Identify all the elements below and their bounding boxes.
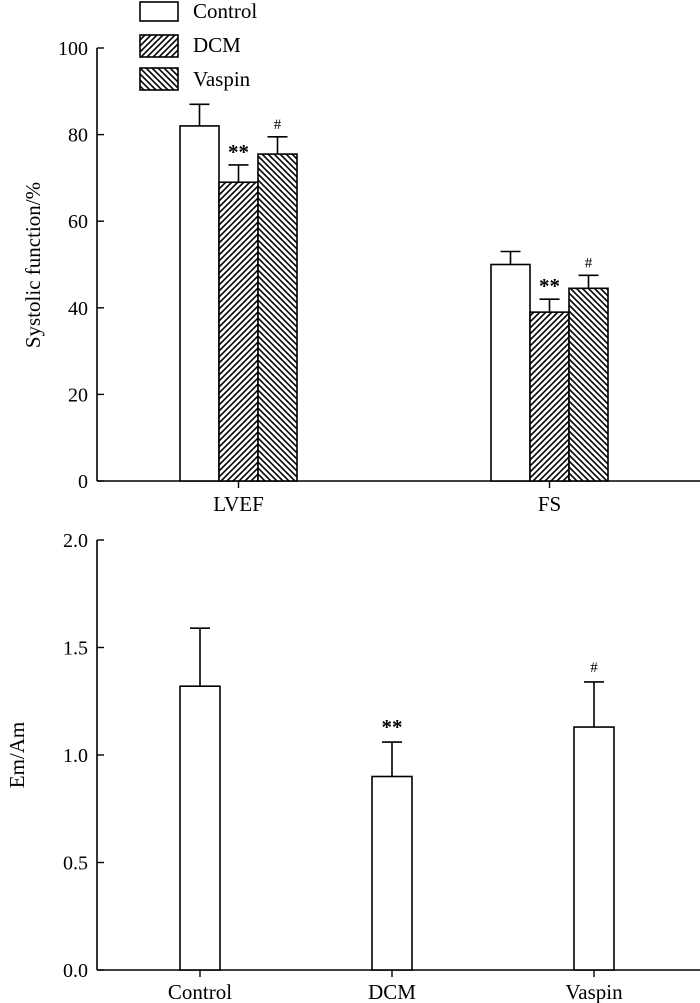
x-tick-label-vaspin: Vaspin bbox=[565, 980, 623, 1003]
bar-control bbox=[179, 685, 221, 971]
legend-swatch-vaspin bbox=[139, 67, 179, 91]
y-axis-title: Em/Am bbox=[5, 722, 29, 789]
bar-vaspin bbox=[573, 726, 615, 971]
y-tick-label: 0.0 bbox=[63, 960, 88, 982]
error-bar-fs-vaspin bbox=[578, 274, 599, 289]
error-bar-lvef-dcm bbox=[228, 164, 249, 183]
error-bar-vaspin bbox=[584, 681, 604, 728]
annotation-lvef-dcm: ** bbox=[228, 140, 249, 164]
legend: Control DCM Vaspin bbox=[139, 0, 257, 91]
error-bar-dcm bbox=[382, 741, 402, 777]
error-bar-lvef-vaspin bbox=[267, 135, 288, 155]
error-bar-fs-dcm bbox=[539, 298, 560, 313]
annotation-lvef-vaspin: # bbox=[274, 117, 282, 133]
legend-label-vaspin: Vaspin bbox=[193, 67, 251, 91]
y-axis-title: Systolic function/% bbox=[21, 182, 45, 348]
bar-fs-dcm bbox=[529, 311, 570, 482]
legend-label-control: Control bbox=[193, 0, 257, 23]
x-tick-label-dcm: DCM bbox=[368, 980, 416, 1003]
y-tick-label: 1.0 bbox=[63, 745, 88, 767]
legend-swatch-dcm bbox=[139, 34, 179, 58]
error-bar-lvef-control bbox=[189, 103, 210, 126]
annotation-dcm: ** bbox=[382, 715, 403, 739]
annotation-vaspin: # bbox=[590, 660, 598, 676]
y-tick-label: 1.5 bbox=[63, 638, 88, 660]
bar-fs-control bbox=[490, 263, 531, 482]
y-tick-label: 20 bbox=[68, 384, 88, 406]
y-tick-label: 40 bbox=[68, 298, 88, 320]
annotation-fs-vaspin: # bbox=[585, 255, 593, 271]
y-tick-label: 0 bbox=[78, 471, 88, 493]
bar-fs-vaspin bbox=[568, 287, 609, 482]
y-tick-label: 60 bbox=[68, 211, 88, 233]
y-tick-label: 80 bbox=[68, 125, 88, 147]
em-am-chart: Em/Am 0.0 0.5 1.0 1.5 2.0 Control DCM Va… bbox=[5, 530, 700, 1003]
x-tick-label-lvef: LVEF bbox=[213, 492, 264, 516]
error-bar-control bbox=[190, 627, 210, 687]
bar-lvef-control bbox=[179, 125, 220, 482]
y-tick-label: 100 bbox=[58, 38, 88, 60]
x-tick-label-control: Control bbox=[168, 980, 232, 1003]
legend-label-dcm: DCM bbox=[193, 33, 241, 57]
bar-lvef-vaspin bbox=[257, 153, 298, 482]
error-bar-fs-control bbox=[500, 250, 521, 265]
bar-lvef-dcm bbox=[218, 181, 259, 482]
y-tick-label: 2.0 bbox=[63, 530, 88, 552]
legend-swatch-control bbox=[139, 1, 179, 22]
annotation-fs-dcm: ** bbox=[539, 274, 560, 298]
y-tick-label: 0.5 bbox=[63, 853, 88, 875]
x-tick-label-fs: FS bbox=[538, 492, 561, 516]
systolic-function-chart: Control DCM Vaspin Systolic function/% 0… bbox=[21, 0, 700, 516]
bar-dcm bbox=[371, 775, 413, 971]
